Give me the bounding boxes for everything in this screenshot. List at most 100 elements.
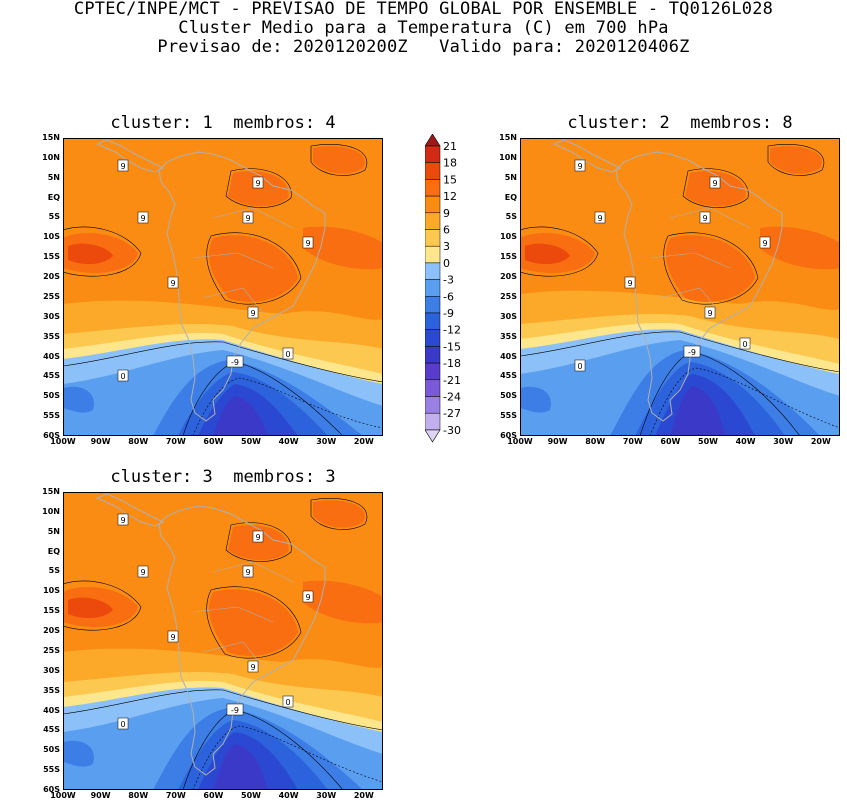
longitude-tick-label: 60W — [660, 437, 681, 446]
latitude-tick-label: 15N — [42, 133, 60, 142]
contour-label: 9 — [140, 568, 145, 577]
contour-label-box — [247, 660, 259, 673]
longitude-tick-label: 100W — [507, 437, 533, 446]
latitude-tick-label: 20S — [43, 272, 60, 282]
contour-label-box — [282, 695, 294, 708]
latitude-tick-label: EQ — [504, 192, 517, 202]
colorbar-label: -15 — [443, 340, 461, 353]
contour-label: 9 — [255, 179, 260, 188]
latitude-tick-label: 5N — [504, 172, 517, 182]
contour-label-box — [117, 369, 129, 382]
contour-label-box — [226, 703, 244, 716]
contour-label: 9 — [305, 593, 310, 602]
contour-label: 9 — [707, 309, 712, 318]
longitude-tick-label: 40W — [278, 437, 299, 446]
longitude-tick-label: 30W — [773, 437, 794, 446]
latitude-tick-label: 25S — [500, 291, 517, 301]
header-line-3: Previsao de: 2020120200Z Valido para: 20… — [157, 37, 690, 57]
latitude-tick-label: 40S — [43, 351, 60, 361]
contour-label: 9 — [627, 279, 632, 288]
colorbar-segment — [424, 162, 441, 180]
contour-label-box — [574, 159, 586, 172]
latitude-tick-label: 50S — [500, 391, 517, 401]
latitude-tick-label: 55S — [43, 765, 60, 775]
latitude-tick-label: 30S — [500, 311, 517, 321]
longitude-tick-label: 40W — [735, 437, 756, 446]
latitude-tick-label: 15S — [43, 606, 60, 616]
colorbar-segment — [424, 195, 441, 214]
contour-label-box — [594, 211, 606, 224]
contour-label-box — [117, 717, 129, 730]
latitude-tick-label: 45S — [43, 371, 60, 381]
contour-label-box — [167, 630, 179, 643]
colorbar-label: -18 — [443, 357, 461, 370]
longitude-tick-label: 70W — [165, 437, 186, 446]
panel-1-title: cluster: 1 membros: 4 — [110, 113, 336, 133]
latitude-tick-label: 35S — [500, 331, 517, 341]
colorbar-label: 18 — [443, 157, 457, 170]
latitude-tick-label: 5S — [48, 212, 60, 222]
header-line-1: CPTEC/INPE/MCT - PREVISAO DE TEMPO GLOBA… — [73, 0, 774, 19]
latitude-tick-label: 25S — [43, 645, 60, 655]
temperature-colorbar: 21 18 15 12 9 6 3 0 -3 -6 -9 -12 -15 -18 -21 -24 -27 -30 — [424, 133, 485, 448]
colorbar-arrow-top — [424, 133, 441, 147]
latitude-tick-label: 10S — [500, 232, 517, 242]
contour-label-box — [117, 159, 129, 172]
contour-label: -9 — [231, 706, 239, 715]
colorbar-label: 6 — [443, 224, 450, 237]
contour-label: 0 — [120, 372, 125, 381]
latitude-tick-label: 5N — [47, 526, 60, 536]
latitude-tick-label: 35S — [43, 331, 60, 341]
panel-2-title: cluster: 2 membros: 8 — [567, 113, 793, 133]
colorbar-segment — [424, 312, 441, 330]
colorbar-label: -3 — [443, 274, 454, 287]
colorbar-label: -12 — [443, 324, 461, 337]
latitude-tick-label: 35S — [43, 685, 60, 695]
colorbar-segment — [424, 245, 441, 264]
contour-label: 9 — [245, 568, 250, 577]
latitude-tick-label: 40S — [500, 351, 517, 361]
colorbar-segment — [424, 262, 441, 280]
longitude-tick-label: 50W — [698, 437, 718, 446]
contour-label: 0 — [577, 362, 582, 371]
longitude-tick-label: 30W — [316, 791, 337, 800]
latitude-tick-label: 20S — [43, 626, 60, 636]
colorbar-arrow-bottom — [424, 429, 441, 443]
latitude-tick-label: 25S — [43, 291, 60, 301]
latitude-tick-label: 5S — [48, 566, 60, 576]
contour-label-box — [302, 236, 314, 249]
latitude-tick-label: EQ — [47, 192, 60, 202]
contour-label: 9 — [245, 214, 250, 223]
colorbar-label: -24 — [443, 391, 461, 404]
contour-label: 9 — [597, 214, 602, 223]
longitude-tick-label: 40W — [278, 791, 299, 800]
longitude-tick-label: 50W — [241, 791, 261, 800]
contour-label-box — [574, 359, 586, 372]
latitude-tick-label: 10S — [43, 586, 60, 596]
map-panel-cluster-3: 9 9 9 9 9 9 9 0 0 -9 — [62, 492, 384, 794]
contour-label: -9 — [688, 348, 696, 357]
contour-label-box — [226, 355, 244, 368]
longitude-tick-label: 60W — [203, 437, 224, 446]
colorbar-segment — [424, 179, 441, 197]
colorbar-segment — [424, 346, 441, 364]
contour-label-box — [137, 565, 149, 578]
colorbar-label: 3 — [443, 240, 450, 253]
latitude-tick-label: 15S — [500, 252, 517, 262]
contour-label-box — [252, 530, 264, 543]
latitude-tick-label: 20S — [500, 272, 517, 282]
contour-label-box — [282, 347, 294, 360]
contour-label: 9 — [305, 239, 310, 248]
colorbar-segment — [424, 379, 441, 397]
latitude-tick-label: 55S — [500, 411, 517, 421]
contour-label: 9 — [255, 533, 260, 542]
contour-label: 9 — [762, 239, 767, 248]
colorbar-segment — [424, 229, 441, 247]
latitude-tick-label: 55S — [43, 411, 60, 421]
longitude-tick-label: 20W — [353, 791, 374, 800]
colorbar-label: -6 — [443, 290, 454, 303]
contour-label-box — [242, 211, 254, 224]
longitude-tick-label: 90W — [547, 437, 568, 446]
latitude-tick-label: 10N — [42, 152, 60, 162]
longitude-tick-label: 100W — [50, 437, 76, 446]
